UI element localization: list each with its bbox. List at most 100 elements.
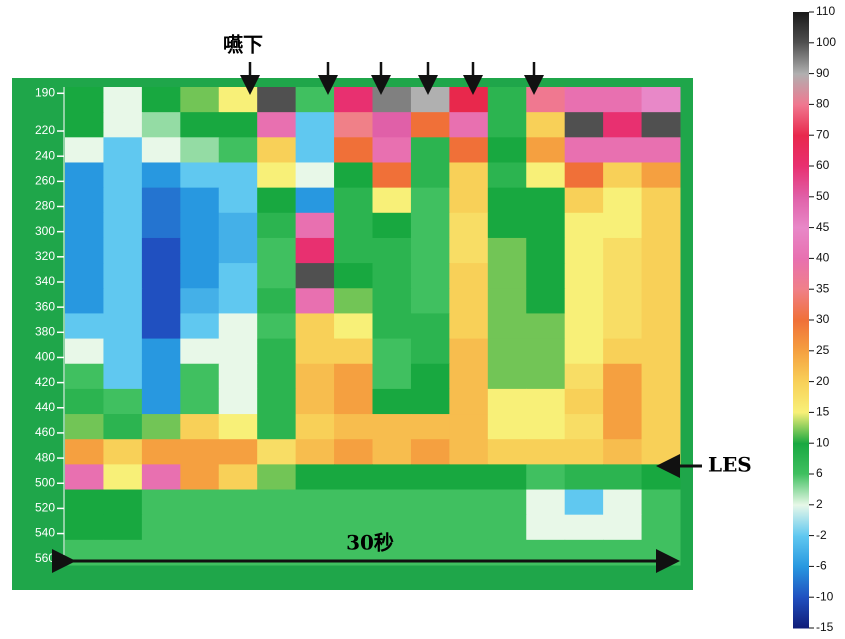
heatmap-cell — [180, 464, 219, 490]
heatmap-cell — [411, 364, 450, 390]
colorbar-tick-label: 30 — [816, 312, 830, 326]
heatmap-cell — [296, 389, 335, 415]
heatmap-cell — [142, 213, 181, 239]
y-tick-label: 220 — [35, 123, 55, 137]
heatmap-cell — [65, 515, 104, 541]
y-tick-label: 340 — [35, 274, 55, 288]
heatmap-cell — [526, 213, 565, 239]
heatmap-cell — [373, 112, 412, 138]
heatmap-cell — [142, 364, 181, 390]
heatmap-cell — [488, 439, 527, 465]
heatmap-cell — [103, 87, 142, 113]
heatmap-cell — [219, 389, 258, 415]
heatmap-cell — [296, 87, 335, 113]
heatmap-cell — [142, 162, 181, 188]
colorbar-band — [793, 412, 809, 443]
heatmap-cell — [642, 238, 681, 264]
heatmap-cell — [603, 339, 642, 365]
heatmap-cell — [411, 162, 450, 188]
colorbar-tick-label: 20 — [816, 374, 830, 388]
y-tick-label: 260 — [35, 174, 55, 188]
heatmap-cell — [103, 288, 142, 314]
y-tick-label: 460 — [35, 425, 55, 439]
heatmap-cell — [334, 439, 373, 465]
heatmap-cell — [373, 490, 412, 516]
heatmap-cell — [180, 414, 219, 440]
heatmap-cell — [334, 188, 373, 214]
heatmap-cell — [334, 490, 373, 516]
heatmap-cell — [642, 87, 681, 113]
heatmap-cell — [142, 389, 181, 415]
heatmap-cell — [565, 490, 604, 516]
colorbar-tick-label: -15 — [816, 620, 834, 634]
heatmap-cell — [603, 263, 642, 289]
heatmap-cell — [103, 213, 142, 239]
heatmap-cell — [642, 188, 681, 214]
colorbar-tick-label: 35 — [816, 281, 830, 295]
heatmap-cell — [449, 364, 488, 390]
y-tick-label: 540 — [35, 526, 55, 540]
colorbar-band — [793, 228, 809, 259]
heatmap-cell — [65, 263, 104, 289]
colorbar-band — [793, 43, 809, 74]
heatmap-cell — [296, 364, 335, 390]
heatmap-cell — [103, 188, 142, 214]
heatmap-cell — [219, 288, 258, 314]
colorbar-band — [793, 382, 809, 413]
heatmap-cell — [373, 263, 412, 289]
heatmap-cell — [180, 364, 219, 390]
heatmap-cell — [526, 364, 565, 390]
colorbar-tick-label: 80 — [816, 97, 830, 111]
heatmap-cell — [142, 188, 181, 214]
heatmap-cell — [219, 414, 258, 440]
heatmap-cell — [180, 188, 219, 214]
heatmap-cell — [373, 238, 412, 264]
heatmap-cell — [488, 213, 527, 239]
heatmap-cell — [103, 414, 142, 440]
heatmap-cell — [603, 288, 642, 314]
heatmap-cell — [257, 238, 296, 264]
heatmap-cell — [411, 112, 450, 138]
heatmap-cell — [65, 162, 104, 188]
heatmap-cell — [565, 137, 604, 163]
colorbar-band — [793, 474, 809, 505]
heatmap-cell — [488, 162, 527, 188]
heatmap-cell — [65, 490, 104, 516]
heatmap-cell — [257, 288, 296, 314]
heatmap-cell — [142, 414, 181, 440]
heatmap-cell — [449, 339, 488, 365]
heatmap-cell — [65, 137, 104, 163]
heatmap-cell — [488, 515, 527, 541]
heatmap-cell — [257, 213, 296, 239]
heatmap-cell — [449, 288, 488, 314]
heatmap-cell — [257, 313, 296, 339]
heatmap-cell — [603, 112, 642, 138]
heatmap-cell — [449, 87, 488, 113]
heatmap-cell — [180, 213, 219, 239]
heatmap-cell — [488, 87, 527, 113]
heatmap-cell — [642, 288, 681, 314]
heatmap-cell — [180, 389, 219, 415]
heatmap-cell — [565, 112, 604, 138]
colorbar-tick-label: 50 — [816, 189, 830, 203]
heatmap-cell — [103, 238, 142, 264]
heatmap-cell — [65, 313, 104, 339]
heatmap-cell — [103, 464, 142, 490]
heatmap-cell — [373, 364, 412, 390]
y-tick-label: 480 — [35, 450, 55, 464]
heatmap — [65, 87, 681, 566]
heatmap-cell — [257, 389, 296, 415]
heatmap-cell — [257, 439, 296, 465]
heatmap-cell — [219, 162, 258, 188]
heatmap-cell — [642, 364, 681, 390]
heatmap-cell — [488, 364, 527, 390]
heatmap-cell — [449, 137, 488, 163]
heatmap-cell — [411, 490, 450, 516]
heatmap-cell — [603, 389, 642, 415]
heatmap-cell — [334, 112, 373, 138]
heatmap-cell — [449, 213, 488, 239]
y-tick-label: 280 — [35, 199, 55, 213]
heatmap-cell — [296, 490, 335, 516]
heatmap-cell — [488, 339, 527, 365]
heatmap-cell — [142, 339, 181, 365]
